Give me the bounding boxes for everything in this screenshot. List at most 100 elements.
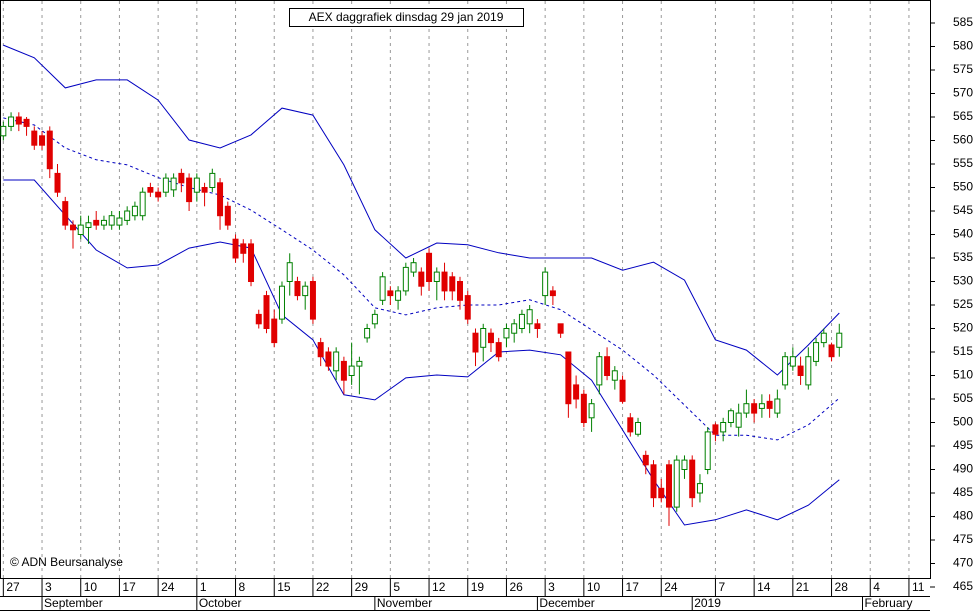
x-tick-label: 7	[718, 580, 725, 594]
candle-body	[100, 219, 107, 226]
x-tick-label: 1	[200, 580, 207, 594]
x-tick-label: 14	[757, 580, 771, 594]
candle-body	[0, 125, 7, 137]
x-tick-label: 17	[626, 580, 640, 594]
x-tick-label: 10	[84, 580, 98, 594]
candle-body	[93, 219, 100, 226]
candle-body	[511, 323, 518, 334]
x-tick-label: 10	[587, 580, 601, 594]
candle-body	[549, 290, 556, 297]
candle-body	[526, 309, 533, 325]
candle-body	[302, 285, 309, 297]
candle-body	[681, 459, 688, 471]
x-tick-label: 26	[509, 580, 523, 594]
x-tick-label: 19	[471, 580, 485, 594]
candle-body	[735, 412, 742, 428]
candle-body	[696, 483, 703, 494]
candle-body	[673, 459, 680, 508]
x-tick-label: 3	[548, 580, 555, 594]
month-label: September	[44, 596, 103, 610]
candle-body	[124, 210, 131, 221]
candle-body	[565, 351, 572, 405]
candle-body	[395, 290, 402, 301]
candle-body	[255, 313, 262, 325]
candle-body	[689, 459, 696, 499]
candle-body	[170, 177, 177, 191]
band-line	[3, 179, 840, 526]
candle-body	[503, 328, 510, 339]
candle-body	[139, 191, 146, 217]
candle-body	[449, 276, 456, 292]
candle-body	[665, 464, 672, 508]
candle-body	[108, 215, 115, 226]
candle-body	[356, 360, 363, 367]
candle-body	[720, 422, 727, 433]
x-tick-label: 11	[912, 580, 925, 594]
candle-body	[828, 344, 835, 358]
y-tick-label: 535	[953, 250, 973, 264]
bands	[3, 44, 840, 526]
y-tick-label: 575	[953, 62, 973, 76]
candle-body	[534, 323, 541, 329]
x-tick-label: 8	[239, 580, 246, 594]
candle-body	[31, 130, 38, 146]
candle-body	[557, 323, 564, 334]
candle-body	[147, 187, 154, 193]
month-label: December	[539, 596, 594, 610]
x-tick-label: 12	[432, 580, 446, 594]
candle-body	[727, 410, 734, 423]
band-line	[3, 117, 840, 441]
candle-body	[39, 135, 46, 146]
candle-body	[15, 116, 22, 125]
x-tick-label: 17	[122, 580, 136, 594]
y-tick-label: 520	[953, 321, 973, 335]
candle-body	[518, 313, 525, 329]
candle-body	[387, 290, 394, 297]
candle-body	[418, 271, 425, 287]
title-box	[289, 8, 524, 27]
candle-body	[433, 271, 440, 283]
candle-body	[248, 243, 255, 282]
labels: 4654704754804854904955005055105155205255…	[2, 15, 973, 611]
month-label: 2019	[694, 596, 721, 610]
candle-body	[650, 464, 657, 499]
candle-body	[758, 403, 765, 409]
x-tick-label: 15	[277, 580, 291, 594]
candle-body	[820, 332, 827, 344]
candle-body	[232, 238, 239, 259]
x-tick-label: 29	[355, 580, 369, 594]
x-tick-label: 27	[6, 580, 20, 594]
month-label: October	[199, 596, 242, 610]
y-tick-label: 585	[953, 15, 973, 29]
y-tick-label: 530	[953, 274, 973, 288]
y-tick-label: 495	[953, 438, 973, 452]
candle-body	[704, 431, 711, 470]
candle-body	[426, 252, 433, 283]
candle-body	[495, 342, 502, 358]
y-tick-label: 490	[953, 462, 973, 476]
candle-body	[797, 365, 804, 377]
x-tick-label: 22	[316, 580, 330, 594]
y-tick-label: 515	[953, 344, 973, 358]
y-tick-label: 485	[953, 485, 973, 499]
candle-body	[8, 116, 15, 127]
candle-body	[805, 356, 812, 386]
y-tick-label: 525	[953, 297, 973, 311]
y-tick-label: 545	[953, 203, 973, 217]
candle-body	[782, 356, 789, 386]
x-tick-label: 4	[873, 580, 880, 594]
candle-body	[193, 177, 200, 193]
candle-body	[286, 262, 293, 283]
x-tick-label: 28	[835, 580, 849, 594]
x-tick-label: 3	[45, 580, 52, 594]
candle-body	[155, 191, 162, 198]
x-tick-label: 5	[393, 580, 400, 594]
candle-body	[402, 266, 409, 292]
y-tick-label: 475	[953, 532, 973, 546]
y-tick-label: 470	[953, 556, 973, 570]
candle-body	[766, 400, 773, 409]
candle-body	[116, 217, 123, 226]
candles	[0, 112, 843, 526]
candle-body	[580, 393, 587, 423]
